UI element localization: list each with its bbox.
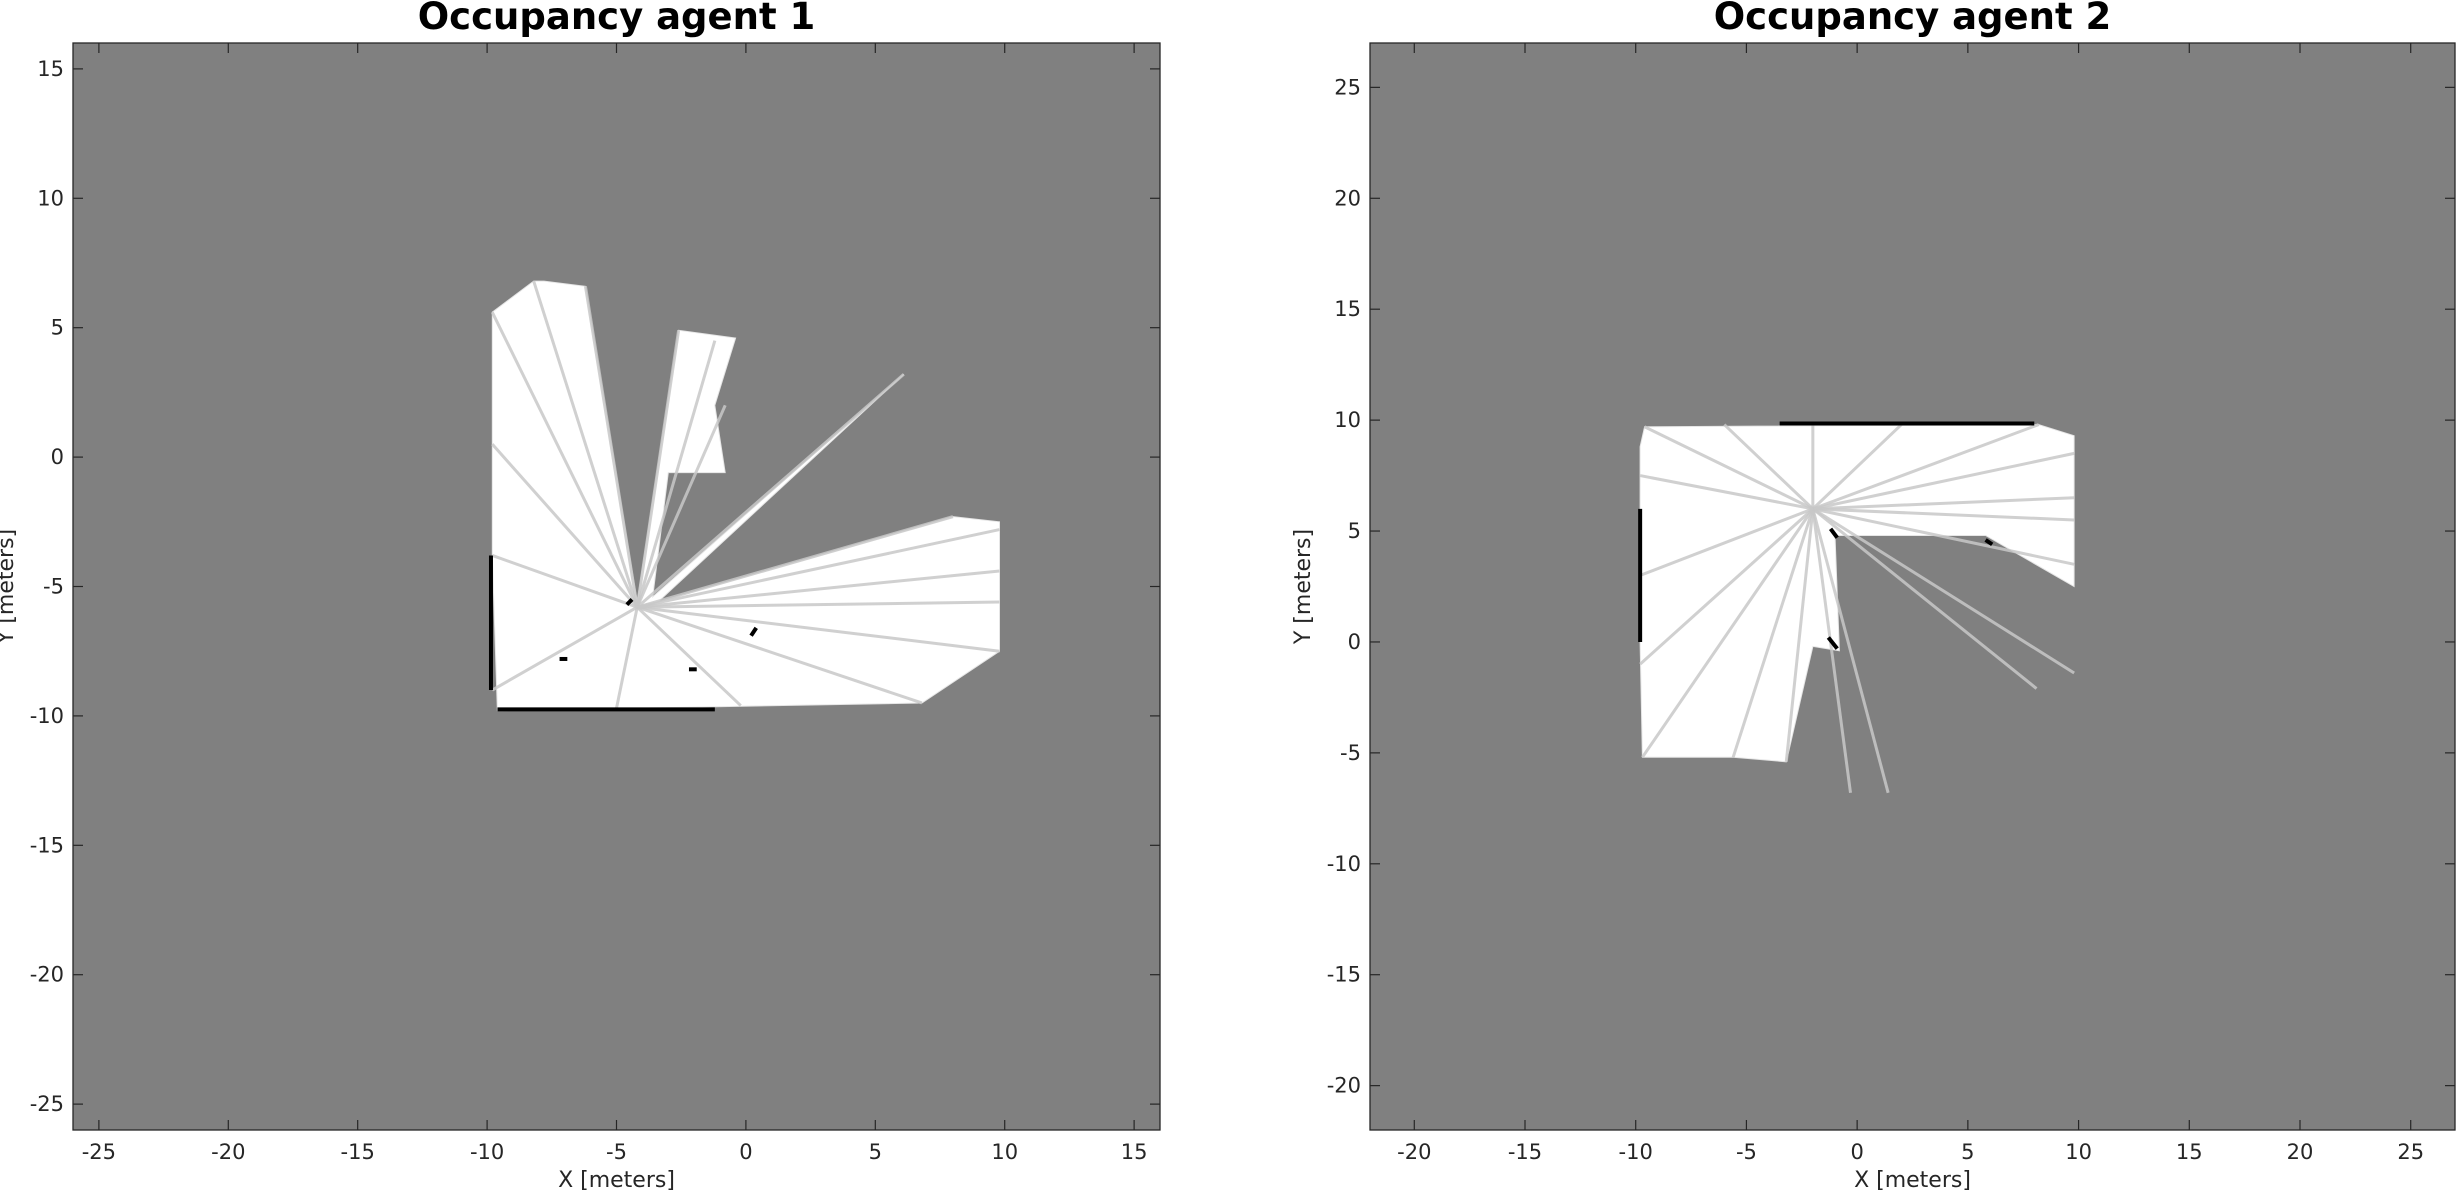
sensor-ray xyxy=(583,286,639,608)
sensor-ray xyxy=(491,554,638,609)
occupied-cell xyxy=(1826,636,1839,650)
x-tick-label: -20 xyxy=(211,1140,245,1164)
sensor-ray xyxy=(636,373,905,609)
occupied-cell xyxy=(1984,538,1994,547)
y-tick-label: -15 xyxy=(1327,963,1361,987)
sensor-ray xyxy=(1639,507,1814,666)
x-tick-label: 5 xyxy=(869,1140,882,1164)
sensor-ray xyxy=(636,605,923,705)
unknown-space-background xyxy=(1370,43,2455,1130)
sensor-ray xyxy=(1812,507,2075,522)
y-tick-label: -15 xyxy=(30,833,64,857)
sensor-ray xyxy=(1811,508,1890,794)
sensor-ray xyxy=(1784,508,1815,762)
x-tick-label: -5 xyxy=(606,1140,627,1164)
x-tick-label: 5 xyxy=(1961,1140,1974,1164)
x-tick-label: -15 xyxy=(341,1140,375,1164)
y-tick-label: 15 xyxy=(1334,297,1361,321)
sensor-ray xyxy=(1811,507,2038,690)
sensor-ray xyxy=(491,605,638,692)
y-tick-label: -5 xyxy=(1340,741,1361,765)
x-tick-label: -10 xyxy=(1619,1140,1653,1164)
occupancy-agent-1-panel: -25 -20 -15 -10 -5 0 5 10 15 15 10 5 0 -5 -10 -15 -20 -25… xyxy=(0,0,1161,1190)
sensor-ray xyxy=(491,443,639,609)
sensor-ray xyxy=(1811,508,1852,794)
sensor-ray xyxy=(637,605,1000,653)
sensor-ray xyxy=(635,404,727,608)
sensor-ray xyxy=(1812,496,2075,511)
free-space-region xyxy=(1639,424,2075,763)
y-tick-label: 15 xyxy=(37,57,64,81)
sensor-ray xyxy=(1641,508,1815,759)
y-tick-label: -5 xyxy=(43,575,64,599)
occupancy-map-layer xyxy=(488,280,1000,712)
x-tick-label: -25 xyxy=(82,1140,116,1164)
y-tick-label: 0 xyxy=(1348,630,1361,654)
sensor-ray xyxy=(636,606,742,707)
occupancy-map-layer xyxy=(1638,421,2075,794)
sensor-ray xyxy=(637,600,1000,609)
y-tick-label: 0 xyxy=(51,445,64,469)
x-tick-label: 20 xyxy=(2287,1140,2314,1164)
sensor-ray xyxy=(1812,507,2075,566)
chart-title-agent-1: Occupancy agent 1 xyxy=(418,0,816,38)
chart-title-agent-2: Occupancy agent 2 xyxy=(1714,0,2112,38)
y-tick-label: 5 xyxy=(51,316,64,340)
sensor-ray xyxy=(532,280,639,608)
sensor-ray xyxy=(1811,423,1903,510)
x-tick-label: 10 xyxy=(2065,1140,2092,1164)
y-tick-label: -20 xyxy=(30,963,64,987)
y-axis-label-agent-2: Y [meters] xyxy=(1291,529,1316,645)
y-tick-label: -10 xyxy=(30,704,64,728)
x-axis-label-agent-2: X [meters] xyxy=(1854,1168,1971,1190)
x-tick-label: -5 xyxy=(1736,1140,1757,1164)
y-tick-label: 20 xyxy=(1334,186,1361,210)
y-tick-label: 5 xyxy=(1348,519,1361,543)
sensor-ray xyxy=(635,340,717,608)
sensor-ray xyxy=(615,606,639,709)
x-tick-label: -20 xyxy=(1397,1140,1431,1164)
sensor-ray xyxy=(1643,425,1814,511)
sensor-ray xyxy=(637,569,1000,609)
sensor-ray xyxy=(490,311,639,608)
x-tick-label: -10 xyxy=(470,1140,504,1164)
x-axis-label-agent-1: X [meters] xyxy=(558,1168,675,1190)
x-tick-label: 10 xyxy=(991,1140,1018,1164)
y-tick-label: -25 xyxy=(30,1092,64,1116)
sensor-ray xyxy=(635,330,681,608)
occupied-cell xyxy=(1828,527,1839,539)
occupancy-agent-2-panel: -20 -15 -10 -5 0 5 10 15 20 25 25 20 15 10 5 0 -5 -10 -15 -… xyxy=(1291,0,2456,1190)
y-tick-label: -10 xyxy=(1327,852,1361,876)
y-tick-label: -20 xyxy=(1327,1074,1361,1098)
sensor-ray xyxy=(1639,474,1814,511)
sensor-ray xyxy=(1639,507,1814,577)
sensor-ray xyxy=(1812,451,2075,511)
x-tick-label: 15 xyxy=(1121,1140,1148,1164)
occupied-cell xyxy=(625,598,634,607)
y-tick-label: 10 xyxy=(1334,408,1361,432)
x-tick-label: 0 xyxy=(739,1140,752,1164)
occupied-cell xyxy=(749,626,758,637)
sensor-ray xyxy=(1731,508,1815,758)
x-tick-label: 15 xyxy=(2176,1140,2203,1164)
y-axis-label-agent-1: Y [meters] xyxy=(0,529,19,645)
sensor-ray xyxy=(636,515,954,609)
sensor-ray xyxy=(1812,423,2040,511)
y-tick-label: 25 xyxy=(1334,75,1361,99)
sensor-ray xyxy=(1723,423,1814,510)
y-tick-label: 10 xyxy=(37,186,64,210)
axes-frame xyxy=(1369,42,2456,1131)
x-tick-label: -15 xyxy=(1508,1140,1542,1164)
x-tick-label: 25 xyxy=(2397,1140,2424,1164)
sensor-ray xyxy=(1812,507,2075,675)
sensor-ray xyxy=(636,528,1000,609)
x-tick-label: 0 xyxy=(1850,1140,1863,1164)
